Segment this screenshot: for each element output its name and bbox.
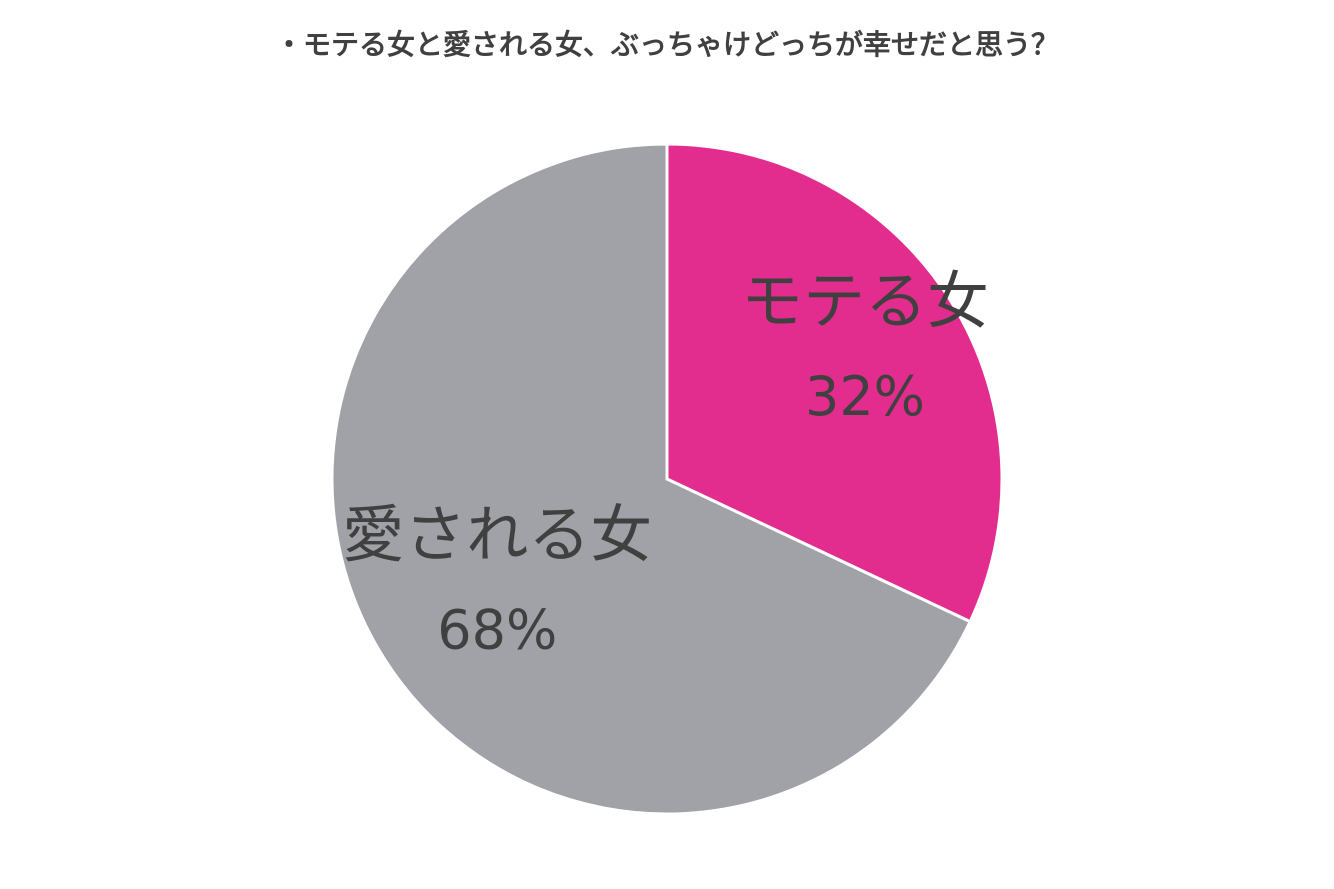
- slice-value-label: 68%: [437, 598, 557, 661]
- slice-label: モテる女: [741, 264, 989, 337]
- slice-label: 愛される女: [342, 498, 652, 571]
- pie-slice: [330, 142, 973, 816]
- slice-value-label: 32%: [805, 365, 925, 428]
- pie-slice: [665, 142, 1004, 624]
- chart-title: ・モテる女と愛される女、ぶっちゃけどっちが幸せだと思う？: [275, 28, 1059, 61]
